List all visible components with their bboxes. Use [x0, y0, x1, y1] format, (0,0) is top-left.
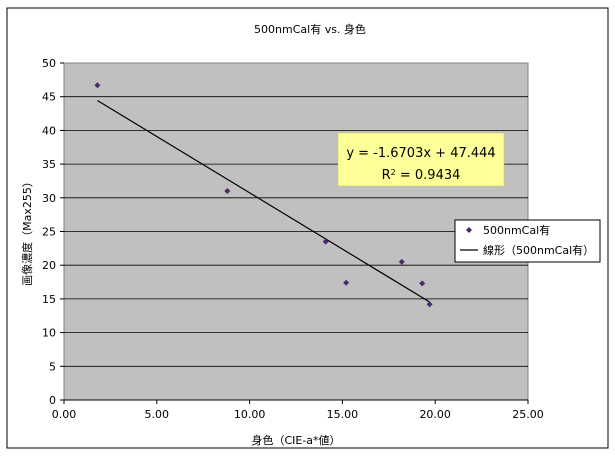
r-squared-text: R2 = 0.9434: [382, 168, 461, 184]
chart-title: 500nmCal有 vs. 身色: [254, 22, 366, 36]
x-tick-label: 10.00: [234, 408, 266, 421]
y-tick-label: 50: [42, 57, 56, 70]
data-point: [322, 238, 329, 245]
y-tick-label: 5: [49, 360, 56, 373]
y-tick-label: 30: [42, 192, 56, 205]
y-tick-label: 25: [42, 226, 56, 239]
equation-box: y = -1.6703x + 47.444 R2 = 0.9434: [337, 132, 505, 187]
x-tick-label: 0.00: [52, 408, 77, 421]
x-tick-label: 15.00: [327, 408, 359, 421]
equation-text: y = -1.6703x + 47.444: [346, 146, 495, 161]
x-tick-label: 5.00: [145, 408, 170, 421]
y-tick-label: 0: [49, 394, 56, 407]
x-axis-label: 身色（CIE-a*値）: [251, 433, 340, 447]
x-axis-ticks: 0.00 5.00 10.00 15.00 20.00 25.00: [52, 399, 544, 421]
y-tick-label: 45: [42, 91, 56, 104]
legend-marker-diamond: [466, 227, 472, 233]
data-point: [94, 82, 101, 89]
x-tick-label: 20.00: [419, 408, 451, 421]
data-point: [398, 258, 405, 265]
equation-box-bg: [337, 132, 505, 187]
y-tick-label: 15: [42, 293, 56, 306]
y-tick-label: 20: [42, 259, 56, 272]
data-point: [224, 188, 231, 195]
trendline: [97, 99, 430, 303]
data-points: [94, 82, 433, 308]
gridlines: [64, 96, 528, 367]
y-axis-ticks: 0 5 10 15 20 25 30 35 40 45 50: [42, 57, 64, 407]
data-point: [343, 279, 350, 286]
legend: 500nmCal有 線形（500nmCal有）: [454, 219, 601, 263]
legend-box: [454, 219, 601, 263]
data-point: [419, 280, 426, 287]
y-axis-label: 画像濃度（Max255）: [20, 176, 34, 286]
y-tick-label: 40: [42, 124, 56, 137]
legend-entry-series: 500nmCal有: [483, 223, 550, 237]
y-tick-label: 35: [42, 158, 56, 171]
x-tick-label: 25.00: [512, 408, 544, 421]
legend-entry-trendline: 線形（500nmCal有）: [483, 243, 594, 257]
data-point: [426, 301, 433, 308]
y-tick-label: 10: [42, 327, 56, 340]
